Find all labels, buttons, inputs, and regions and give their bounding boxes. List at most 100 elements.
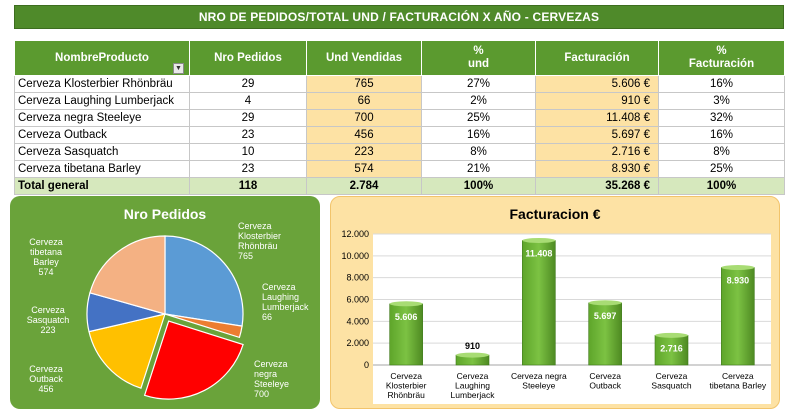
cell-facturacion[interactable]: 5.606 € <box>535 75 659 93</box>
report-title-banner: NRO DE PEDIDOS/TOTAL UND / FACTURACIÓN X… <box>14 5 784 29</box>
pie-slice-label: Cerveza Outback 456 <box>29 364 63 394</box>
bar-value-label: 910 <box>465 341 480 351</box>
cell-producto[interactable]: Cerveza negra Steeleye <box>14 109 190 127</box>
bar-value-label: 11.408 <box>525 248 552 258</box>
cell-und[interactable]: 223 <box>306 143 422 161</box>
pie-slice-label: Cerveza Sasquatch 223 <box>27 305 70 335</box>
bar-value-label: 8.930 <box>727 276 750 286</box>
cell-facturacion[interactable]: 2.716 € <box>535 143 659 161</box>
table-row[interactable]: Cerveza Outback 23 456 16% 5.697 € 16% <box>14 126 785 144</box>
y-tick-label: 2.000 <box>346 338 369 348</box>
table-row[interactable]: Cerveza tibetana Barley 23 574 21% 8.930… <box>14 160 785 178</box>
cell-producto[interactable]: Cerveza Outback <box>14 126 190 144</box>
x-tick-label: Cerveza Sasquatch <box>651 371 691 391</box>
cell-pct-facturacion[interactable]: 16% <box>658 126 785 144</box>
cell-und[interactable]: 456 <box>306 126 422 144</box>
bar-chart[interactable]: Facturacion € 0 2.000 4.000 6.000 8.000 10.00… <box>331 197 779 408</box>
cell-producto[interactable]: Cerveza Sasquatch <box>14 143 190 161</box>
cell-pedidos[interactable]: 4 <box>189 92 307 110</box>
cell-pct-und[interactable]: 27% <box>421 75 536 93</box>
bar-chart-title: Facturacion € <box>509 206 600 222</box>
cell-total-pct-facturacion[interactable]: 100% <box>658 177 785 195</box>
y-tick-label: 12.000 <box>341 229 369 239</box>
cell-total-facturacion[interactable]: 35.268 € <box>535 177 659 195</box>
bar-value-label: 2.716 <box>660 343 683 353</box>
cell-pct-facturacion[interactable]: 25% <box>658 160 785 178</box>
cell-pedidos[interactable]: 29 <box>189 109 307 127</box>
col-header-producto: NombreProducto ▼ <box>14 40 190 76</box>
bar-top <box>389 301 423 307</box>
bar[interactable] <box>522 240 556 366</box>
cell-facturacion[interactable]: 910 € <box>535 92 659 110</box>
bar-value-label: 5.697 <box>594 311 617 321</box>
cell-und[interactable]: 765 <box>306 75 422 93</box>
col-header-pedidos: Nro Pedidos <box>189 40 307 76</box>
pie-slice-label: Cerveza Laughing Lumberjack 66 <box>262 282 309 322</box>
cell-pct-facturacion[interactable]: 16% <box>658 75 785 93</box>
bar-top <box>456 352 489 358</box>
pie-chart[interactable]: Nro Pedidos Cerveza Klosterbier Rhönbräu 76… <box>10 196 320 409</box>
x-tick-label: Cerveza Outback <box>589 371 621 391</box>
table-row[interactable]: Cerveza Sasquatch 10 223 8% 2.716 € 8% <box>14 143 785 161</box>
filter-dropdown-icon[interactable]: ▼ <box>173 62 184 74</box>
pivot-table: NombreProducto ▼ Nro Pedidos Und Vendida… <box>14 40 785 195</box>
cell-und[interactable]: 700 <box>306 109 422 127</box>
plot-area <box>373 234 771 404</box>
cell-total-pct-und[interactable]: 100% <box>421 177 536 195</box>
cell-pct-und[interactable]: 2% <box>421 92 536 110</box>
y-tick-label: 0 <box>364 360 369 370</box>
bar-chart-panel[interactable]: Facturacion € 0 2.000 4.000 6.000 8.000 10.00… <box>330 196 780 409</box>
y-tick-label: 6.000 <box>346 295 369 305</box>
pie-slice[interactable] <box>89 235 166 315</box>
pie-chart-panel[interactable]: Nro Pedidos Cerveza Klosterbier Rhönbräu 76… <box>10 196 320 409</box>
cell-pedidos[interactable]: 29 <box>189 75 307 93</box>
cell-producto[interactable]: Cerveza Laughing Lumberjack <box>14 92 190 110</box>
pie-slice[interactable] <box>88 313 166 389</box>
bar[interactable] <box>721 267 755 366</box>
cell-pct-und[interactable]: 16% <box>421 126 536 144</box>
cell-pedidos[interactable]: 10 <box>189 143 307 161</box>
pie-slice[interactable] <box>164 313 243 339</box>
cell-total-und[interactable]: 2.784 <box>306 177 422 195</box>
cell-total-label[interactable]: Total general <box>14 177 190 195</box>
bar[interactable] <box>389 303 423 366</box>
col-header-facturacion: Facturación <box>535 40 659 76</box>
cell-pct-facturacion[interactable]: 8% <box>658 143 785 161</box>
col-header-pct-und: % und <box>421 40 536 76</box>
y-tick-label: 4.000 <box>346 316 369 326</box>
pie-chart-title: Nro Pedidos <box>124 206 207 222</box>
cell-pedidos[interactable]: 23 <box>189 160 307 178</box>
x-tick-label: Cerveza tibetana Barley <box>709 371 766 391</box>
cell-pct-und[interactable]: 8% <box>421 143 536 161</box>
total-row[interactable]: Total general 118 2.784 100% 35.268 € 10… <box>14 177 785 195</box>
cell-und[interactable]: 66 <box>306 92 422 110</box>
table-row[interactable]: Cerveza Laughing Lumberjack 4 66 2% 910 … <box>14 92 785 110</box>
cell-pct-facturacion[interactable]: 32% <box>658 109 785 127</box>
cell-und[interactable]: 574 <box>306 160 422 178</box>
bar-value-label: 5.606 <box>395 312 418 322</box>
cell-pedidos[interactable]: 23 <box>189 126 307 144</box>
cell-pct-und[interactable]: 21% <box>421 160 536 178</box>
pie-slice[interactable] <box>164 235 244 327</box>
cell-producto[interactable]: Cerveza Klosterbier Rhönbräu <box>14 75 190 93</box>
cell-total-pedidos[interactable]: 118 <box>189 177 307 195</box>
pie-slice[interactable] <box>143 320 244 400</box>
cell-facturacion[interactable]: 11.408 € <box>535 109 659 127</box>
col-header-und: Und Vendidas <box>306 40 422 76</box>
cell-facturacion[interactable]: 5.697 € <box>535 126 659 144</box>
cell-pct-und[interactable]: 25% <box>421 109 536 127</box>
x-tick-label: Cerveza negra Steeleye <box>511 371 567 391</box>
bar-top <box>655 332 688 338</box>
y-tick-label: 8.000 <box>346 273 369 283</box>
table-row[interactable]: Cerveza Klosterbier Rhönbräu 29 765 27% … <box>14 75 785 93</box>
table-header-row: NombreProducto ▼ Nro Pedidos Und Vendida… <box>14 40 785 76</box>
y-tick-label: 10.000 <box>341 251 369 261</box>
col-header-pct-facturacion: % Facturación <box>658 40 785 76</box>
cell-producto[interactable]: Cerveza tibetana Barley <box>14 160 190 178</box>
pie-slice-label: Cerveza negra Steeleye 700 <box>254 359 289 399</box>
bar[interactable] <box>588 302 622 366</box>
cell-pct-facturacion[interactable]: 3% <box>658 92 785 110</box>
bar[interactable] <box>654 335 689 366</box>
table-row[interactable]: Cerveza negra Steeleye 29 700 25% 11.408… <box>14 109 785 127</box>
cell-facturacion[interactable]: 8.930 € <box>535 160 659 178</box>
